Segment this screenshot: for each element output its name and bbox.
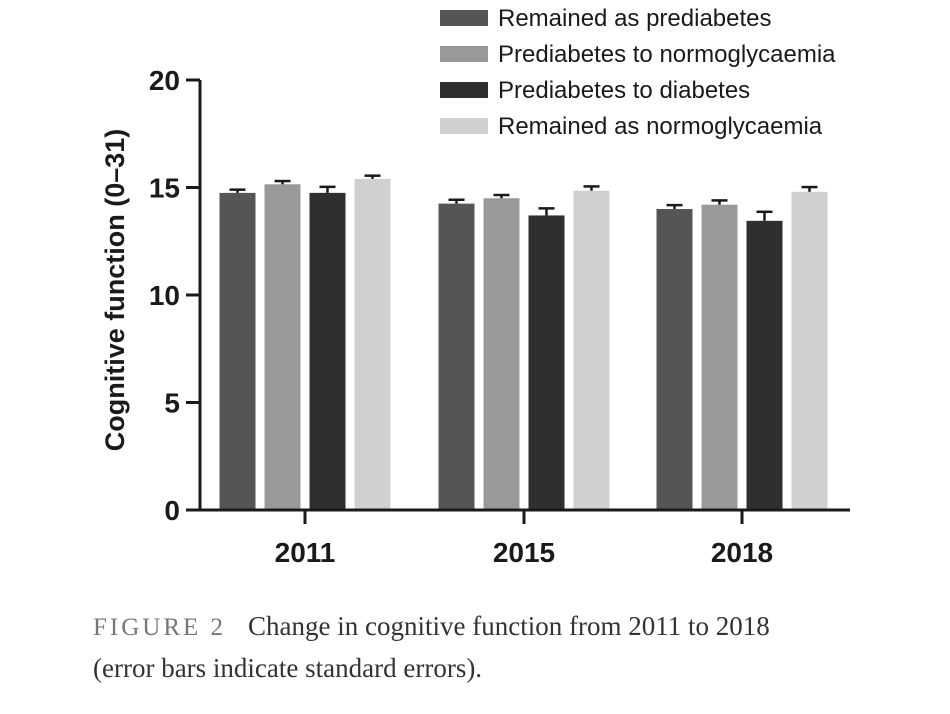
- y-tick-label: 0: [164, 495, 180, 526]
- y-tick-label: 15: [149, 173, 180, 204]
- caption-line-1: Change in cognitive function from 2011 t…: [248, 611, 770, 641]
- y-tick-label: 20: [149, 65, 180, 96]
- legend-label: Prediabetes to diabetes: [498, 77, 750, 104]
- legend-label: Prediabetes to normoglycaemia: [498, 41, 836, 68]
- chart-axes: 0 5 10 15 20 2011 2015 2018: [149, 65, 850, 568]
- x-tick-label: 2011: [275, 537, 336, 568]
- bar: [791, 191, 828, 511]
- legend-swatch: [440, 46, 488, 62]
- figure-caption: FIGURE 2 Change in cognitive function fro…: [93, 606, 933, 688]
- bar: [746, 220, 783, 510]
- y-axis-label: Cognitive function (0–31): [100, 129, 130, 452]
- legend-swatch: [440, 82, 488, 98]
- bar: [219, 192, 256, 510]
- bar: [264, 184, 301, 510]
- chart-legend: Remained as prediabetes Prediabetes to no…: [440, 5, 836, 140]
- figure-label: FIGURE 2: [93, 614, 227, 641]
- legend-swatch: [440, 10, 488, 26]
- legend-label: Remained as prediabetes: [498, 5, 772, 32]
- bar-group: [219, 174, 828, 511]
- bar: [483, 198, 520, 510]
- bar: [438, 203, 475, 510]
- y-tick-label: 10: [149, 280, 180, 311]
- legend-label: Remained as normoglycaemia: [498, 113, 823, 140]
- bar: [701, 204, 738, 510]
- bar: [573, 190, 610, 510]
- bar: [309, 192, 346, 510]
- y-tick-label: 5: [164, 388, 180, 419]
- legend-swatch: [440, 118, 488, 134]
- bar: [528, 215, 565, 510]
- x-tick-label: 2018: [711, 537, 773, 568]
- bar: [656, 209, 693, 510]
- bar-chart: Remained as prediabetes Prediabetes to no…: [100, 5, 850, 568]
- bar: [354, 178, 391, 510]
- caption-line-2: (error bars indicate standard errors).: [93, 653, 483, 683]
- x-tick-label: 2015: [493, 537, 555, 568]
